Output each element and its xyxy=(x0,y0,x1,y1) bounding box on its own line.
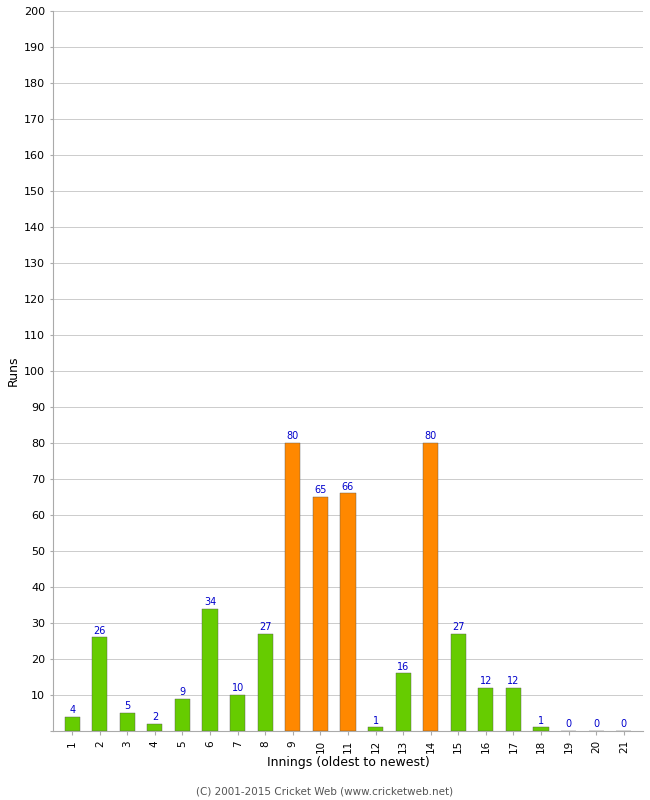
Text: 0: 0 xyxy=(566,719,571,729)
Bar xyxy=(64,717,80,731)
Text: 34: 34 xyxy=(204,597,216,606)
Text: 80: 80 xyxy=(424,431,437,441)
Text: 0: 0 xyxy=(593,719,599,729)
Bar xyxy=(92,638,107,731)
Bar xyxy=(506,688,521,731)
Bar xyxy=(534,727,549,731)
Bar xyxy=(341,494,356,731)
Text: 5: 5 xyxy=(124,701,131,711)
Text: 2: 2 xyxy=(152,712,158,722)
Text: 10: 10 xyxy=(231,683,244,693)
Bar xyxy=(203,609,218,731)
X-axis label: Innings (oldest to newest): Innings (oldest to newest) xyxy=(266,756,430,769)
Bar xyxy=(257,634,273,731)
Text: 27: 27 xyxy=(259,622,272,632)
Text: 1: 1 xyxy=(538,715,544,726)
Bar xyxy=(175,698,190,731)
Text: 9: 9 xyxy=(179,686,185,697)
Bar xyxy=(313,497,328,731)
Text: 80: 80 xyxy=(287,431,299,441)
Bar xyxy=(148,724,162,731)
Bar xyxy=(285,443,300,731)
Y-axis label: Runs: Runs xyxy=(7,356,20,386)
Bar xyxy=(230,695,245,731)
Text: 1: 1 xyxy=(372,715,378,726)
Bar xyxy=(450,634,466,731)
Text: 26: 26 xyxy=(94,626,106,635)
Text: 16: 16 xyxy=(397,662,410,671)
Text: 12: 12 xyxy=(507,676,519,686)
Text: 4: 4 xyxy=(69,705,75,714)
Bar xyxy=(423,443,438,731)
Bar xyxy=(478,688,493,731)
Text: 65: 65 xyxy=(314,485,326,495)
Bar xyxy=(120,713,135,731)
Text: 66: 66 xyxy=(342,482,354,491)
Text: 0: 0 xyxy=(621,719,627,729)
Text: 12: 12 xyxy=(480,676,492,686)
Bar xyxy=(368,727,383,731)
Text: 27: 27 xyxy=(452,622,465,632)
Text: (C) 2001-2015 Cricket Web (www.cricketweb.net): (C) 2001-2015 Cricket Web (www.cricketwe… xyxy=(196,786,454,796)
Bar xyxy=(396,674,411,731)
